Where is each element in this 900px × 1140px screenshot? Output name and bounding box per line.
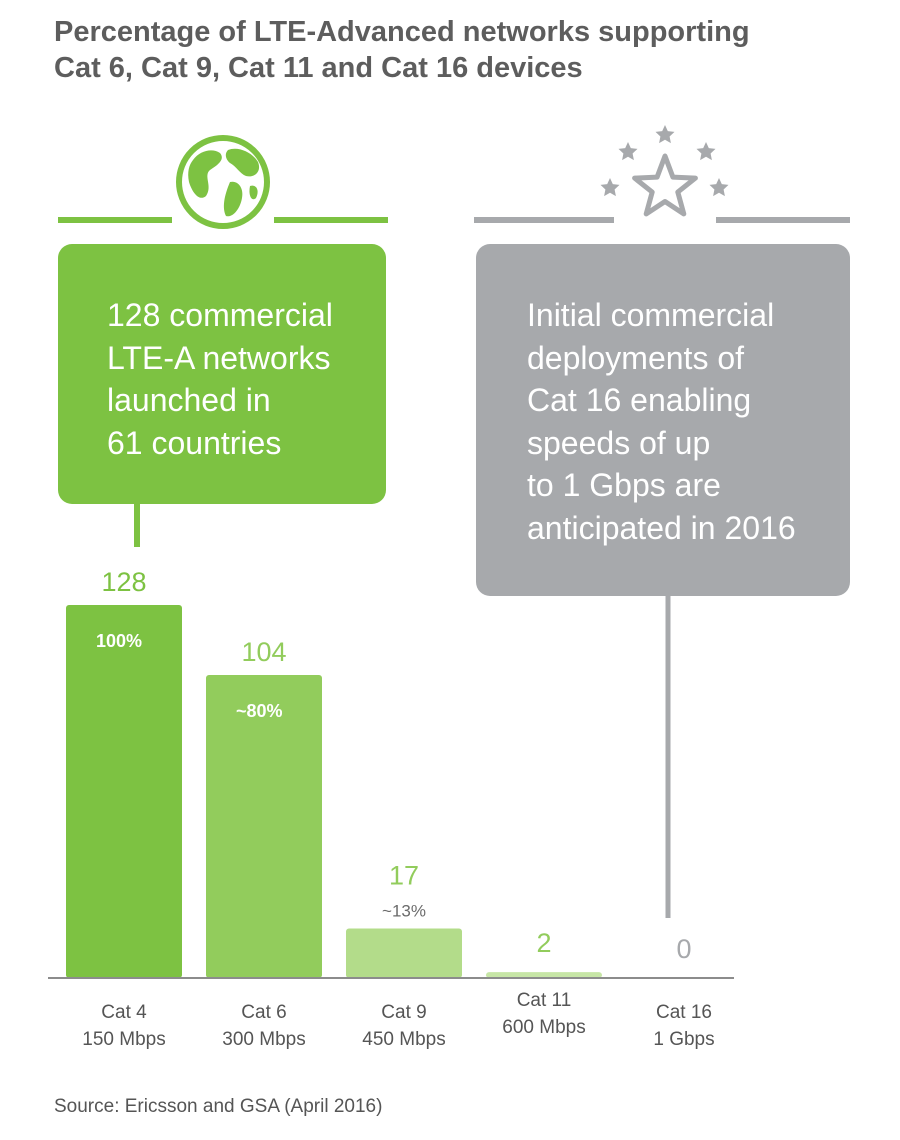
left-callout-text: 128 commercial LTE-A networks launched i…: [107, 294, 333, 464]
category-label: 150 Mbps: [82, 1029, 165, 1050]
chart-title-line-2: Cat 6, Cat 9, Cat 11 and Cat 16 devices: [54, 52, 583, 84]
value-label: 104: [241, 637, 286, 667]
category-label: 1 Gbps: [653, 1029, 714, 1050]
right-callout-line: deployments of: [527, 339, 745, 376]
right-callout-line: anticipated in 2016: [527, 509, 796, 546]
category-label: Cat 4: [101, 1002, 147, 1023]
left-callout-line: launched in: [107, 382, 271, 418]
right-callout-box: [476, 244, 850, 596]
bar: [206, 674, 322, 978]
chart-title: Percentage of LTE-Advanced networks supp…: [54, 14, 854, 86]
right-callout-text: Initial commercial deployments of Cat 16…: [527, 294, 796, 549]
right-callout-line: speeds of up: [527, 424, 711, 461]
right-callout-line: to 1 Gbps are: [527, 467, 721, 503]
left-callout-box: [58, 244, 386, 504]
value-label: 17: [389, 860, 419, 890]
value-label: 2: [536, 928, 551, 958]
category-label: Cat 6: [241, 1002, 286, 1023]
category-label: 600 Mbps: [502, 1017, 585, 1038]
category-label: Cat 16: [656, 1002, 712, 1023]
stars-icon: [600, 125, 729, 217]
percent-label: ~80%: [236, 701, 283, 721]
right-callout-line: Cat 16 enabling: [527, 382, 752, 418]
left-callout-line: 61 countries: [107, 424, 282, 461]
percent-label: ~13%: [382, 901, 426, 920]
source-note: Source: Ericsson and GSA (April 2016): [54, 1096, 383, 1117]
chart-title-line-1: Percentage of LTE-Advanced networks supp…: [54, 16, 750, 48]
right-callout-line: Initial commercial: [527, 297, 775, 333]
category-label: Cat 9: [381, 1002, 426, 1023]
bars-group: 128 100% Cat 4 150 Mbps 104 ~80% Cat 6 300 Mbps…: [66, 567, 715, 1050]
category-label: Cat 11: [517, 990, 572, 1011]
bar: [486, 972, 602, 978]
bar: [66, 605, 182, 978]
value-label: 0: [676, 934, 691, 964]
category-label: 300 Mbps: [222, 1029, 305, 1050]
left-callout-line: 128 commercial: [107, 297, 333, 333]
left-callout-line: LTE-A networks: [107, 339, 331, 376]
globe-icon: [176, 135, 270, 229]
percent-label: 100%: [96, 631, 142, 651]
value-label: 128: [101, 567, 146, 597]
bar: [346, 928, 462, 978]
category-label: 450 Mbps: [362, 1029, 445, 1050]
